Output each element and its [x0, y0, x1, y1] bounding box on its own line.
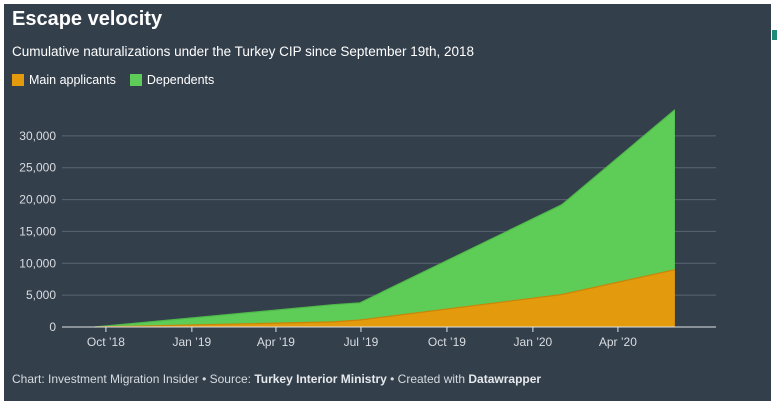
area-layer	[94, 109, 676, 328]
series-line-total	[94, 109, 676, 328]
x-tick-label: Oct ’18	[87, 335, 125, 349]
x-tick-label: Jul ’19	[344, 335, 379, 349]
chart-subtitle: Cumulative naturalizations under the Tur…	[12, 44, 475, 59]
y-tick-label: 20,000	[19, 193, 56, 207]
y-tick-label: 5,000	[26, 288, 56, 302]
y-tick-label: 0	[49, 320, 56, 334]
legend-item-dependents: Dependents	[129, 73, 215, 87]
legend-swatch-main-applicants	[12, 74, 24, 86]
legend-label-dependents: Dependents	[146, 73, 215, 87]
x-tick-label: Apr ’19	[257, 335, 295, 349]
series-area-dependents	[94, 109, 675, 327]
legend-label-main-applicants: Main applicants	[29, 73, 116, 87]
legend-swatch-dependents	[129, 74, 142, 86]
x-tick-label: Jan ’19	[173, 335, 212, 349]
series-line-main-applicants	[94, 269, 676, 328]
legend-item-main-applicants: Main applicants	[12, 73, 116, 87]
y-tick-label: 15,000	[19, 224, 56, 238]
y-tick-label: 10,000	[19, 256, 56, 270]
footer-credit: Chart: Investment Migration Insider • So…	[12, 372, 255, 386]
x-tick-label: Jan ’20	[514, 335, 553, 349]
axis-layer: 0 5,000 10,000 15,000 20,000 25,000 30,000 Oct …	[19, 129, 716, 349]
chart-footer: Chart: Investment Migration Insider • So…	[12, 372, 541, 386]
edge-decoration	[772, 30, 777, 40]
chart-title: Escape velocity	[12, 8, 163, 30]
footer-source[interactable]: Turkey Interior Ministry	[254, 372, 387, 386]
footer-created-with: • Created with	[386, 372, 469, 386]
x-tick-label: Oct ’19	[428, 335, 466, 349]
legend: Main applicants Dependents	[12, 73, 228, 87]
y-tick-label: 30,000	[19, 129, 56, 143]
y-tick-label: 25,000	[19, 161, 56, 175]
footer-tool[interactable]: Datawrapper	[468, 372, 542, 386]
x-tick-label: Apr ’20	[599, 335, 637, 349]
series-area-main-applicants	[94, 269, 675, 327]
